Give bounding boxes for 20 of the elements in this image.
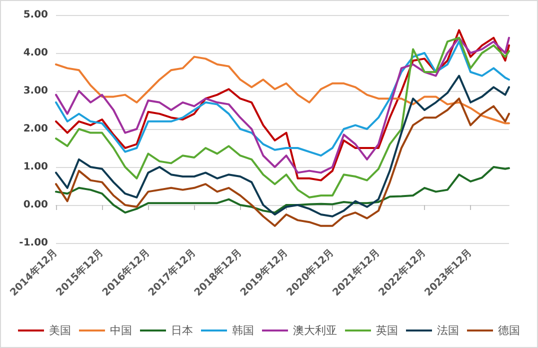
y-tick-label: 4.00 [23, 48, 48, 58]
legend-label: 德国 [498, 324, 520, 337]
y-tick-label: 5.00 [23, 10, 48, 20]
y-tick-label: -1.00 [19, 238, 48, 248]
line-series [55, 98, 510, 227]
y-tick-label: 0.00 [23, 200, 48, 210]
legend-label: 韩国 [232, 324, 254, 337]
y-tick-label: 3.00 [23, 86, 48, 96]
legend-label: 中国 [110, 324, 132, 337]
legend-label: 英国 [376, 324, 398, 337]
y-tick-label: 1.00 [23, 162, 48, 172]
line-series [55, 40, 510, 157]
legend-label: 美国 [49, 324, 71, 337]
line-series [55, 166, 510, 214]
line-series [55, 56, 510, 124]
y-tick-label: 2.00 [23, 124, 48, 134]
legend-label: 澳大利亚 [293, 324, 337, 337]
line-series [55, 74, 510, 218]
legend-label: 法国 [437, 324, 459, 337]
legend-label: 日本 [171, 324, 193, 337]
